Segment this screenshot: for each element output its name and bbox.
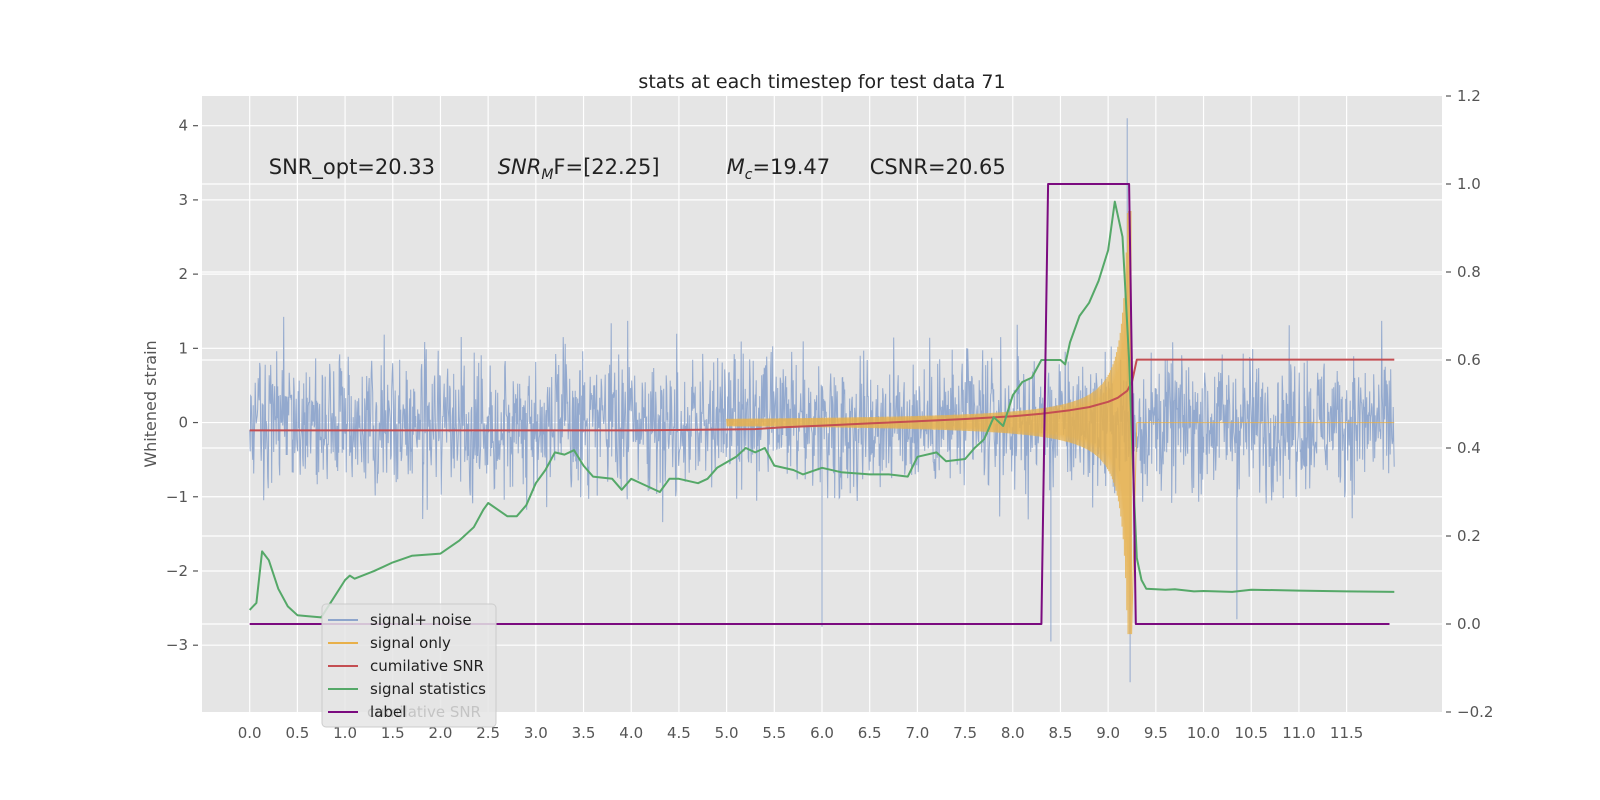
y2-tick-label: −0.2 <box>1457 703 1493 721</box>
x-tick-label: 9.0 <box>1096 724 1120 742</box>
legend-entry: signal only <box>370 634 451 652</box>
x-tick-label: 4.5 <box>667 724 691 742</box>
y-tick-label: 2 <box>178 265 188 283</box>
x-tick-label: 7.5 <box>953 724 977 742</box>
annotation-text: Mc=19.47 <box>727 155 831 183</box>
y2-tick-label: 0.0 <box>1457 615 1481 633</box>
y-tick-label: −1 <box>166 488 188 506</box>
legend-box <box>321 603 497 728</box>
x-tick-label: 6.5 <box>858 724 882 742</box>
x-tick-label: 9.5 <box>1144 724 1168 742</box>
y-axis-label: Whitened strain <box>141 340 160 467</box>
x-tick-label: 11.5 <box>1330 724 1363 742</box>
y2-tick-label: 1.0 <box>1457 175 1481 193</box>
x-tick-label: 10.0 <box>1187 724 1220 742</box>
annotations: SNR_opt=20.33 SNRMF=[22.25] Mc=19.47 CSNR=2… <box>269 155 1006 183</box>
x-tick-label: 8.5 <box>1049 724 1073 742</box>
x-tick-label: 3.0 <box>524 724 548 742</box>
series-line-label <box>249 183 1390 625</box>
x-axis-ticks: 0.0 0.5 1.0 1.5 2.0 2.5 3.0 3.5 4.0 4.5 5.0 5.5 6.0 6… <box>238 724 1364 742</box>
y-tick-label: −3 <box>166 636 188 654</box>
legend-entry: signal+ noise <box>370 611 472 629</box>
x-tick-label: 5.0 <box>715 724 739 742</box>
y-axis-ticks: −3 −2 −1 0 1 2 3 4 <box>166 117 198 654</box>
annotation-text: SNRMF=[22.25] <box>498 155 660 183</box>
y2-tick-label: 1.2 <box>1457 87 1481 105</box>
legend: cumilative SNR signal+ noise signal only cu… <box>321 603 497 728</box>
series-layer <box>248 118 1395 683</box>
series-line-signal-noise <box>249 118 1395 683</box>
x-tick-label: 1.0 <box>333 724 357 742</box>
annotation-text: SNR_opt=20.33 <box>269 155 435 180</box>
y2-tick-label: 0.4 <box>1457 439 1481 457</box>
y-tick-label: 1 <box>178 339 188 357</box>
series-line-cumilative-snr <box>249 358 1395 432</box>
y2-tick-label: 0.6 <box>1457 351 1481 369</box>
y-tick-label: −2 <box>166 562 188 580</box>
legend-entry: label <box>370 703 406 721</box>
y2-axis-ticks: −0.2 0.0 0.2 0.4 0.6 0.8 1.0 1.2 <box>1446 87 1493 721</box>
x-tick-label: 3.5 <box>572 724 596 742</box>
x-tick-label: 1.5 <box>381 724 405 742</box>
x-tick-label: 8.0 <box>1001 724 1025 742</box>
chart-title: stats at each timestep for test data 71 <box>638 71 1005 93</box>
y2-tick-label: 0.2 <box>1457 527 1481 545</box>
x-tick-label: 11.0 <box>1282 724 1315 742</box>
legend-entry: signal statistics <box>370 680 486 698</box>
legend-entry: cumilative SNR <box>370 657 484 675</box>
y-tick-label: 4 <box>178 117 188 135</box>
x-tick-label: 10.5 <box>1235 724 1268 742</box>
annotation-text: CSNR=20.65 <box>870 155 1006 179</box>
x-tick-label: 0.0 <box>238 724 262 742</box>
x-tick-label: 4.0 <box>619 724 643 742</box>
series-line-signal-statistics <box>248 200 1395 619</box>
x-tick-label: 7.0 <box>905 724 929 742</box>
x-tick-label: 5.5 <box>762 724 786 742</box>
y-tick-label: 3 <box>178 191 188 209</box>
x-tick-label: 0.5 <box>285 724 309 742</box>
x-tick-label: 2.0 <box>429 724 453 742</box>
x-tick-label: 6.0 <box>810 724 834 742</box>
y-tick-label: 0 <box>178 414 188 432</box>
legend-ghost-text: cumilative SNR <box>367 703 481 721</box>
y2-tick-label: 0.8 <box>1457 263 1481 281</box>
x-tick-label: 2.5 <box>476 724 500 742</box>
